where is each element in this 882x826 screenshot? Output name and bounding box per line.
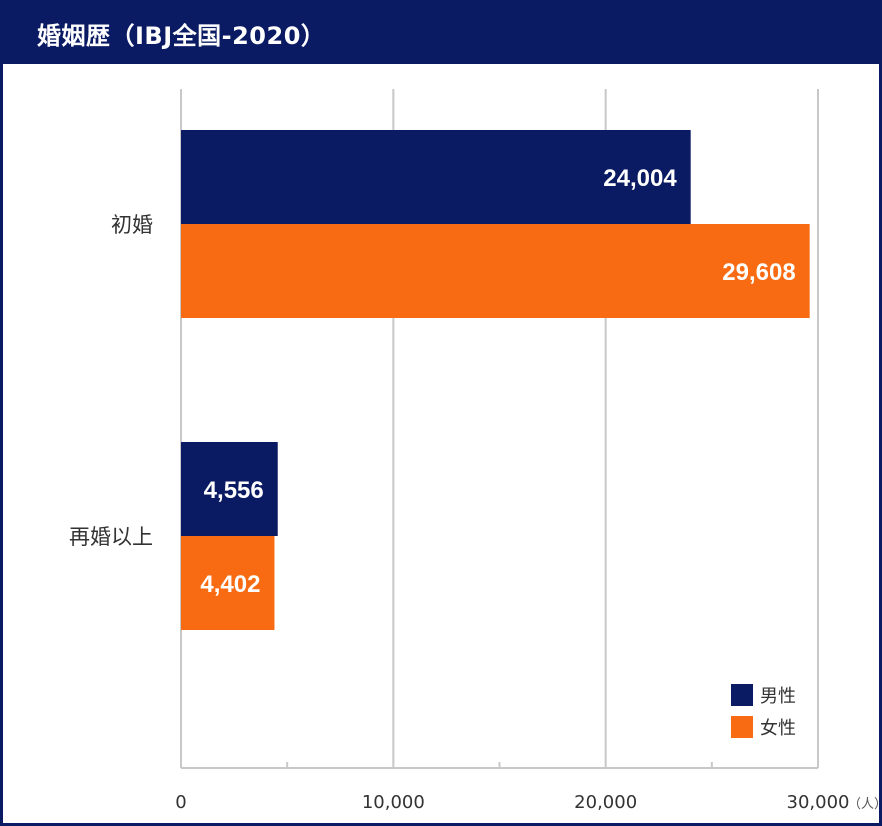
data-label: 4,402 bbox=[200, 571, 260, 598]
bar[interactable] bbox=[181, 130, 691, 224]
x-tick-label: 10,000 bbox=[362, 792, 425, 813]
data-label: 24,004 bbox=[603, 165, 677, 192]
chart-title: 婚姻歴（IBJ全国-2020） bbox=[37, 22, 326, 50]
legend-label: 女性 bbox=[760, 718, 796, 739]
legend-label: 男性 bbox=[760, 686, 796, 707]
minor-ticks bbox=[286, 762, 713, 768]
data-label: 29,608 bbox=[722, 259, 795, 286]
x-tick-label: 30,000 bbox=[787, 792, 850, 813]
bar[interactable] bbox=[181, 536, 275, 630]
legend-swatch bbox=[731, 716, 753, 738]
x-axis-unit: （人） bbox=[848, 797, 879, 812]
bar[interactable] bbox=[181, 442, 278, 536]
legend-swatch bbox=[731, 684, 753, 706]
x-tick-label: 20,000 bbox=[574, 792, 637, 813]
bar-chart: 0 10,000 20,000 30,000（人） 初婚 24,004 29,608 再婚以上… bbox=[69, 89, 879, 813]
category-label: 初婚 bbox=[111, 213, 153, 237]
bar[interactable] bbox=[181, 224, 810, 318]
chart-area: 0 10,000 20,000 30,000（人） 初婚 24,004 29,608 再婚以上… bbox=[3, 64, 879, 826]
x-tick-label: 0 bbox=[175, 792, 186, 813]
data-label: 4,556 bbox=[204, 477, 264, 504]
category-label: 再婚以上 bbox=[69, 525, 153, 549]
title-bar: 婚姻歴（IBJ全国-2020） bbox=[3, 3, 879, 64]
